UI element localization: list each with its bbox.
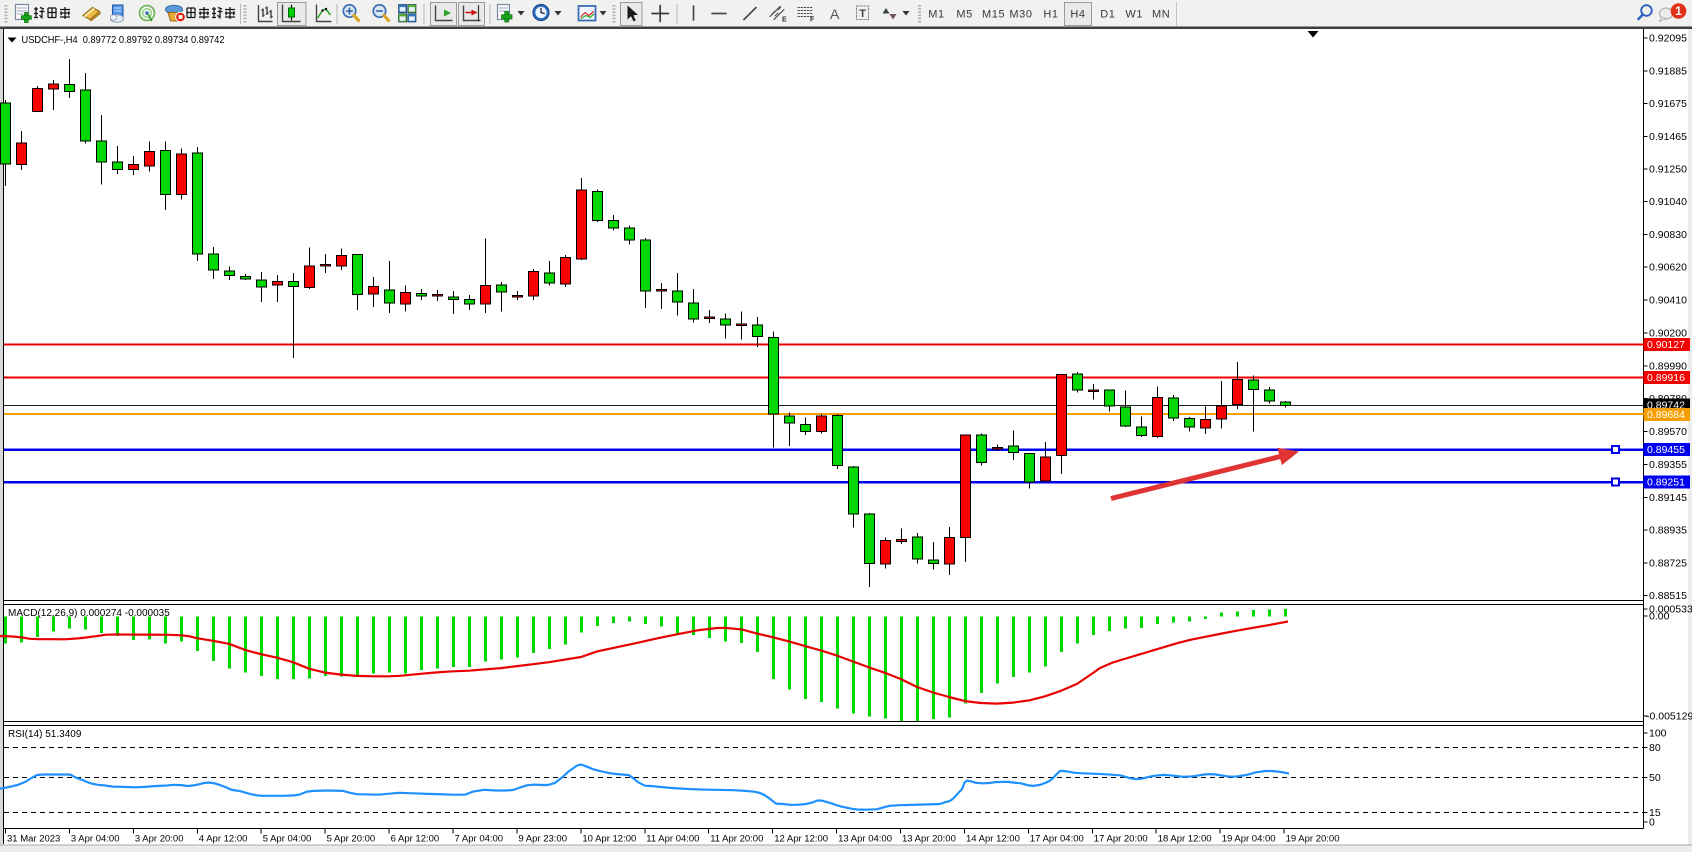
svg-text:0.88935: 0.88935 xyxy=(1649,525,1687,537)
svg-text:0.89570: 0.89570 xyxy=(1649,426,1687,438)
svg-text:12 Apr 12:00: 12 Apr 12:00 xyxy=(774,834,828,845)
svg-text:0.000533: 0.000533 xyxy=(1649,604,1692,616)
svg-text:M1: M1 xyxy=(928,9,944,21)
svg-text:18 Apr 12:00: 18 Apr 12:00 xyxy=(1158,834,1212,845)
svg-text:31 Mar 2023: 31 Mar 2023 xyxy=(7,834,60,845)
svg-text:MACD(12,26,9) 0.000274 -0.0000: MACD(12,26,9) 0.000274 -0.000035 xyxy=(8,608,170,619)
svg-text:0.89684: 0.89684 xyxy=(1647,409,1685,421)
svg-text:0.88515: 0.88515 xyxy=(1649,590,1687,602)
svg-text:3 Apr 20:00: 3 Apr 20:00 xyxy=(135,834,184,845)
svg-text:W1: W1 xyxy=(1125,9,1143,21)
svg-text:0.89145: 0.89145 xyxy=(1649,492,1687,504)
svg-text:H1: H1 xyxy=(1043,9,1058,21)
svg-text:0.91040: 0.91040 xyxy=(1649,196,1687,208)
svg-text:19 Apr 20:00: 19 Apr 20:00 xyxy=(1286,834,1340,845)
svg-text:0.91885: 0.91885 xyxy=(1649,65,1687,77)
svg-text:-0.005129: -0.005129 xyxy=(1646,711,1692,723)
svg-text:4 Apr 12:00: 4 Apr 12:00 xyxy=(199,834,248,845)
svg-text:0.92095: 0.92095 xyxy=(1649,33,1687,45)
svg-text:3 Apr 04:00: 3 Apr 04:00 xyxy=(71,834,120,845)
svg-text:13 Apr 20:00: 13 Apr 20:00 xyxy=(902,834,956,845)
svg-text:50: 50 xyxy=(1649,772,1661,784)
svg-text:0.89355: 0.89355 xyxy=(1649,459,1687,471)
svg-text:80: 80 xyxy=(1649,742,1661,754)
svg-text:M30: M30 xyxy=(1009,9,1032,21)
svg-text:0.89990: 0.89990 xyxy=(1649,360,1687,372)
svg-text:9 Apr 23:00: 9 Apr 23:00 xyxy=(518,834,567,845)
svg-text:0.90127: 0.90127 xyxy=(1647,339,1685,351)
svg-text:14 Apr 12:00: 14 Apr 12:00 xyxy=(966,834,1020,845)
svg-text:15: 15 xyxy=(1649,807,1661,819)
svg-text:RSI(14) 51.3409: RSI(14) 51.3409 xyxy=(8,729,82,740)
svg-text:10 Apr 12:00: 10 Apr 12:00 xyxy=(582,834,636,845)
svg-text:H4: H4 xyxy=(1070,9,1085,21)
svg-text:0.90620: 0.90620 xyxy=(1649,262,1687,274)
svg-text:0.89916: 0.89916 xyxy=(1647,372,1685,384)
svg-text:F: F xyxy=(810,17,815,24)
svg-text:5 Apr 20:00: 5 Apr 20:00 xyxy=(327,834,376,845)
svg-text:13 Apr 04:00: 13 Apr 04:00 xyxy=(838,834,892,845)
svg-text:7 Apr 04:00: 7 Apr 04:00 xyxy=(455,834,504,845)
svg-text:0.88725: 0.88725 xyxy=(1649,558,1687,570)
svg-text:0.89251: 0.89251 xyxy=(1647,477,1685,489)
svg-text:17 Apr 20:00: 17 Apr 20:00 xyxy=(1094,834,1148,845)
svg-text:USDCHF-,H4 0.89772 0.89792 0.: USDCHF-,H4 0.89772 0.89792 0.89734 0.897… xyxy=(22,34,225,46)
svg-text:T: T xyxy=(859,8,866,20)
svg-text:11 Apr 04:00: 11 Apr 04:00 xyxy=(646,834,699,845)
svg-text:1: 1 xyxy=(1675,4,1682,18)
svg-text:0.91250: 0.91250 xyxy=(1649,164,1687,176)
svg-text:100: 100 xyxy=(1649,728,1667,740)
svg-text:A: A xyxy=(830,6,840,22)
svg-text:0.91465: 0.91465 xyxy=(1649,131,1687,143)
svg-text:M15: M15 xyxy=(982,9,1005,21)
svg-text:17 Apr 04:00: 17 Apr 04:00 xyxy=(1030,834,1084,845)
svg-text:E: E xyxy=(782,17,787,24)
svg-text:MN: MN xyxy=(1152,9,1170,21)
svg-text:0.91675: 0.91675 xyxy=(1649,98,1687,110)
svg-text:0: 0 xyxy=(1649,817,1655,829)
svg-text:0.90830: 0.90830 xyxy=(1649,229,1687,241)
svg-text:0.89455: 0.89455 xyxy=(1647,444,1685,456)
svg-text:0.90410: 0.90410 xyxy=(1649,295,1687,307)
svg-text:5 Apr 04:00: 5 Apr 04:00 xyxy=(263,834,312,845)
svg-text:M5: M5 xyxy=(956,9,972,21)
svg-text:6 Apr 12:00: 6 Apr 12:00 xyxy=(391,834,440,845)
svg-text:11 Apr 20:00: 11 Apr 20:00 xyxy=(710,834,763,845)
svg-text:D1: D1 xyxy=(1100,9,1115,21)
svg-text:19 Apr 04:00: 19 Apr 04:00 xyxy=(1222,834,1276,845)
svg-text:0.90200: 0.90200 xyxy=(1649,328,1687,340)
svg-text:0.00: 0.00 xyxy=(1649,611,1670,623)
